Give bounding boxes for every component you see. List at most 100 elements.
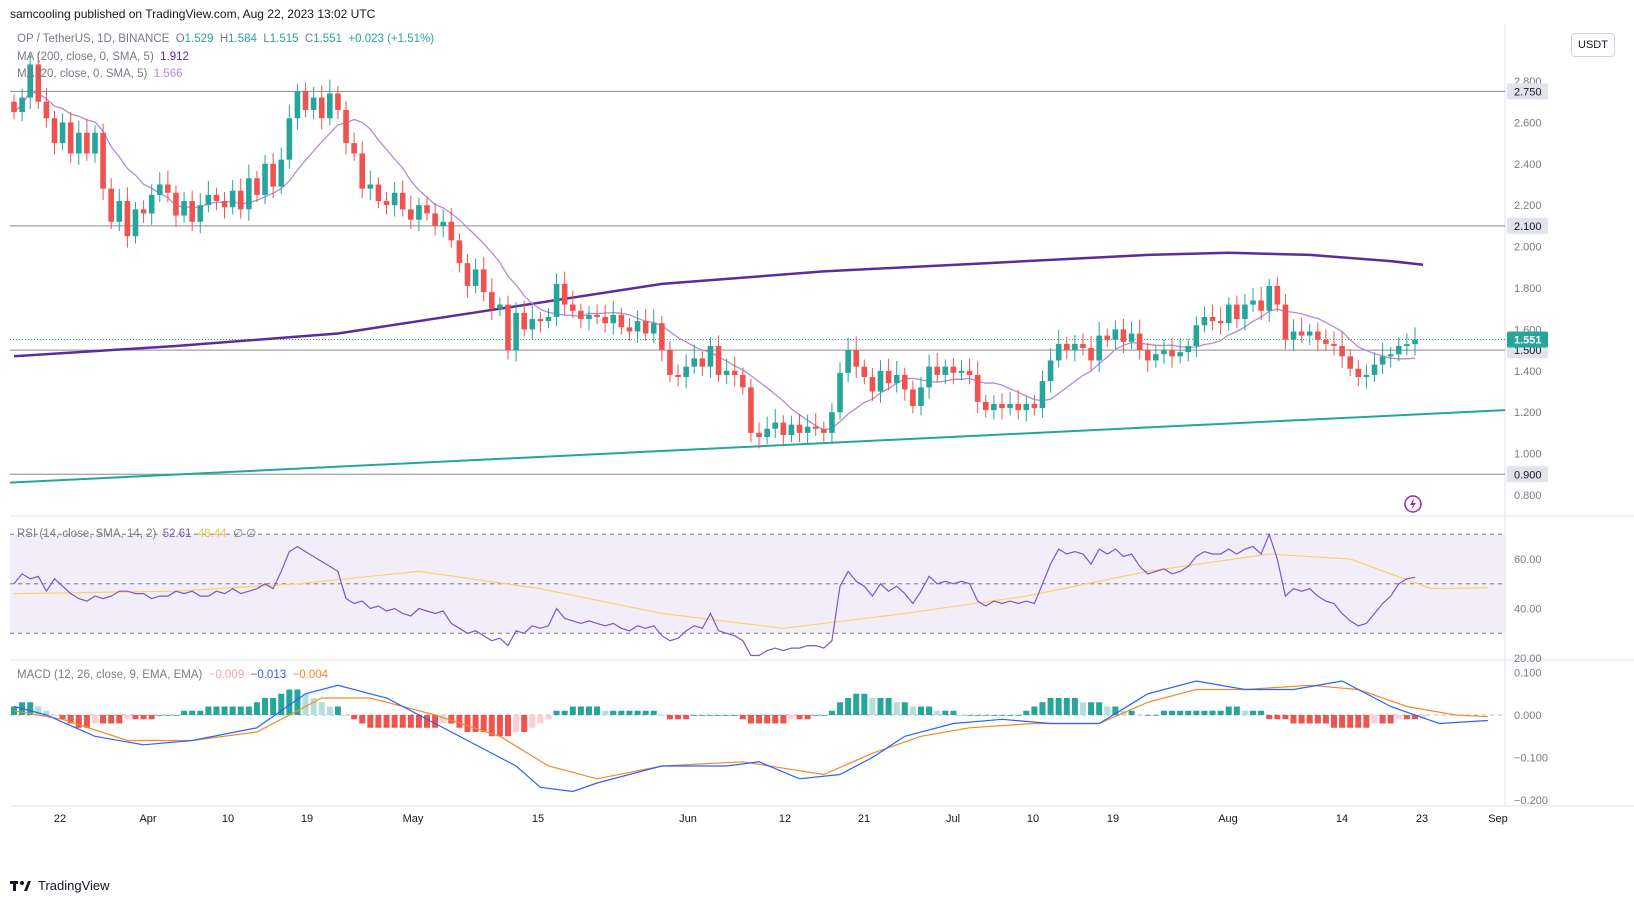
candle-body — [116, 201, 123, 222]
price-legend: OP / TetherUS, 1D, BINANCE O1.529 H1.584… — [17, 33, 434, 45]
macd-histogram-bar — [302, 693, 309, 715]
macd-histogram-bar — [27, 702, 34, 715]
candle-body — [537, 319, 544, 322]
candle-body — [51, 118, 58, 144]
macd-histogram-bar — [383, 715, 390, 728]
candle-body — [1136, 333, 1143, 351]
candle-body — [254, 178, 260, 195]
macd-histogram-bar — [148, 715, 155, 720]
macd-histogram-bar — [1363, 715, 1370, 728]
macd-histogram-bar — [245, 706, 252, 715]
macd-histogram-bar — [610, 710, 617, 715]
macd-label: MACD (12, 26, close, 9, EMA, EMA) — [17, 669, 203, 681]
candle-body — [764, 428, 770, 438]
macd-histogram-bar — [934, 710, 941, 715]
macd-histogram-bar — [675, 715, 682, 720]
candle-body — [1039, 381, 1046, 409]
candle-body — [1225, 304, 1232, 324]
macd-histogram-bar — [1225, 706, 1232, 715]
macd-histogram-bar — [440, 715, 447, 724]
candle-body — [796, 424, 803, 433]
price-tick-label: 2.600 — [1514, 117, 1542, 129]
candle-body — [156, 184, 163, 195]
macd-histogram-bar — [456, 715, 463, 728]
macd-histogram-bar — [262, 698, 269, 715]
candle-body — [456, 240, 463, 264]
macd-histogram-bar — [950, 710, 957, 715]
macd-histogram-bar — [448, 715, 455, 724]
macd-histogram-bar — [375, 715, 382, 728]
macd-histogram-bar — [132, 715, 139, 720]
macd-histogram-bar — [181, 710, 188, 715]
candle-body — [367, 184, 374, 189]
candle-body — [683, 366, 689, 378]
candle-body — [424, 205, 430, 214]
symbol-label: OP / TetherUS, 1D, BINANCE — [17, 33, 170, 45]
candle-body — [586, 314, 592, 320]
macd-histogram-bar — [1023, 710, 1030, 715]
candle-body — [553, 283, 560, 317]
macd-histogram-bar — [205, 706, 212, 715]
low-value: 1.515 — [269, 33, 299, 45]
macd-histogram-bar — [75, 715, 82, 728]
candle-body — [1209, 316, 1216, 322]
candle-body — [1015, 403, 1021, 411]
candle-body — [1055, 343, 1062, 361]
macd-histogram-bar — [43, 710, 50, 715]
candle-body — [1396, 345, 1402, 355]
macd-histogram-bar — [415, 715, 422, 728]
macd-histogram-bar — [278, 693, 285, 715]
macd-histogram-bar — [545, 715, 552, 720]
macd-histogram-bar — [1274, 715, 1281, 720]
candle-body — [1047, 360, 1054, 382]
macd-histogram-bar — [391, 715, 398, 728]
candle-body — [561, 283, 568, 305]
candle-body — [327, 93, 333, 119]
rsi-extra: ∅ ∅ — [233, 528, 257, 540]
x-axis-label: Jun — [679, 813, 697, 825]
candle-body — [926, 366, 932, 388]
macd-histogram-bar — [1233, 706, 1240, 715]
macd-histogram-bar — [407, 715, 414, 728]
macd-histogram-bar — [958, 715, 965, 716]
macd-histogram-bar — [359, 715, 366, 724]
macd-histogram-bar — [666, 715, 673, 720]
x-axis-label: 21 — [858, 813, 870, 825]
candle-body — [618, 314, 625, 328]
macd-histogram-bar — [253, 702, 260, 715]
candle-body — [715, 345, 722, 375]
candle-body — [1282, 304, 1289, 340]
candle-body — [885, 370, 892, 384]
macd-histogram-bar — [140, 715, 147, 720]
currency-unit-button[interactable]: USDT — [1571, 33, 1615, 57]
candle-body — [902, 374, 908, 390]
x-axis-label: 19 — [1107, 813, 1119, 825]
rsi-ma-value: 48.44 — [197, 528, 227, 540]
level-label-bg — [1507, 466, 1548, 483]
lightning-icon — [1410, 498, 1416, 510]
macd-histogram-bar — [1347, 715, 1354, 728]
macd-histogram-bar — [1258, 710, 1265, 715]
candle-body — [359, 153, 366, 189]
macd-histogram-bar — [343, 715, 350, 716]
ma200-label: MA (200, close, 0, SMA, 5) — [17, 51, 154, 63]
macd-tick-label: 0.000 — [1514, 710, 1542, 722]
candle-body — [1274, 285, 1281, 305]
candle-body — [1412, 339, 1418, 345]
candle-body — [480, 269, 487, 293]
macd-histogram-bar — [464, 715, 471, 732]
macd-histogram-bar — [1193, 710, 1200, 715]
candle-body — [1096, 335, 1102, 361]
macd-histogram-bar — [1079, 702, 1086, 715]
candle-body — [237, 190, 244, 210]
candle-body — [602, 316, 608, 324]
macd-histogram-bar — [1047, 698, 1054, 715]
candle-body — [845, 350, 851, 373]
candle-body — [1063, 343, 1070, 351]
candle-body — [278, 159, 285, 187]
rsi-label: RSI (14, close, SMA, 14, 2) — [17, 528, 157, 540]
macd-histogram-bar — [367, 715, 374, 728]
rsi-tick-label: 60.00 — [1514, 554, 1542, 566]
macd-histogram-bar — [1096, 702, 1103, 715]
